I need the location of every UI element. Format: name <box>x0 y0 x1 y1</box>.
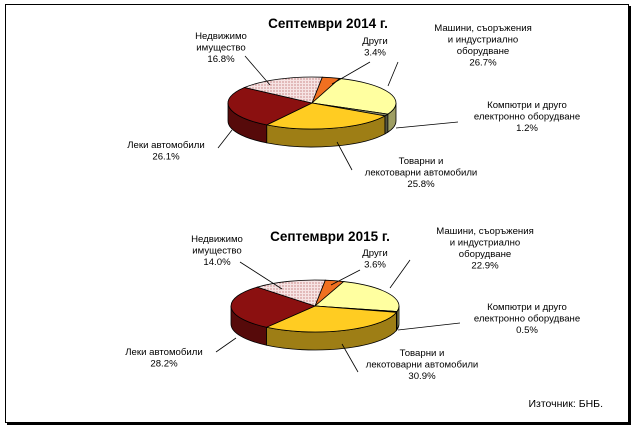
leader-line <box>397 322 461 331</box>
slice-value-label: 26.1% <box>152 152 180 163</box>
slice-name-label: Други <box>362 36 387 47</box>
leader-line <box>330 269 361 286</box>
leader-line <box>239 261 283 290</box>
slice-name-label: и индустриално <box>450 238 520 249</box>
slice-cars <box>227 87 314 126</box>
leader-line <box>341 343 359 373</box>
slice-value-label: 1.2% <box>516 123 538 134</box>
slice-name-label: Други <box>362 248 387 259</box>
chart-title: Септември 2014 г. <box>268 16 388 31</box>
slice-name-label: лекотоварни автомобили <box>366 360 479 371</box>
leader-line <box>389 259 411 289</box>
slice-value-label: 25.8% <box>407 179 435 190</box>
leader-line <box>331 61 371 85</box>
slice-value-label: 26.7% <box>469 58 497 69</box>
slice-name-label: електронно оборудване <box>474 112 580 123</box>
leader-line <box>217 129 233 149</box>
slice-name-label: Компютри и друго <box>487 100 567 111</box>
source-note: Източник: БНБ. <box>528 398 603 410</box>
slice-name-label: имущество <box>196 43 246 54</box>
slice-name-label: оборудване <box>459 249 511 260</box>
slice-name-label: Недвижимо <box>195 31 247 42</box>
slice-real-estate <box>243 76 323 104</box>
slice-name-label: Леки автомобили <box>127 140 204 151</box>
slice-name-label: Товарни и <box>399 156 444 167</box>
leader-line <box>387 61 399 87</box>
chart-frame <box>5 4 629 423</box>
slice-name-label: Леки автомобили <box>125 347 202 358</box>
slice-machinery <box>311 78 397 115</box>
slice-name-label: Компютри и друго <box>487 302 567 313</box>
slice-value-label: 16.8% <box>207 54 235 65</box>
slice-name-label: Товарни и <box>400 348 445 359</box>
slice-name-label: Машини, съоръжения <box>436 226 534 237</box>
slice-value-label: 3.4% <box>364 48 386 59</box>
slice-value-label: 30.9% <box>408 371 436 382</box>
slice-name-label: и индустриално <box>448 35 518 46</box>
slice-name-label: Недвижимо <box>191 234 243 245</box>
slice-name-label: Машини, съоръжения <box>434 23 532 34</box>
slice-value-label: 3.6% <box>364 260 386 271</box>
slice-value-label: 0.5% <box>516 325 538 336</box>
leader-line <box>215 337 237 353</box>
leader-line <box>244 55 271 86</box>
slice-value-label: 22.9% <box>471 261 499 272</box>
leader-line <box>336 141 353 171</box>
slice-trucks <box>265 102 387 130</box>
slice-name-label: оборудване <box>457 46 509 57</box>
slice-cars <box>230 286 317 328</box>
chart-title: Септември 2015 г. <box>270 229 390 244</box>
slice-value-label: 28.2% <box>150 359 178 370</box>
slice-value-label: 14.0% <box>203 257 231 268</box>
slice-real-estate <box>255 279 326 307</box>
leader-line <box>395 121 459 129</box>
slice-name-label: лекотоварни автомобили <box>365 168 478 179</box>
slice-side-computers <box>384 113 389 135</box>
slice-name-label: електронно оборудване <box>474 314 580 325</box>
slice-trucks <box>265 305 398 333</box>
slice-name-label: имущество <box>192 246 242 257</box>
slice-machinery <box>313 281 400 312</box>
